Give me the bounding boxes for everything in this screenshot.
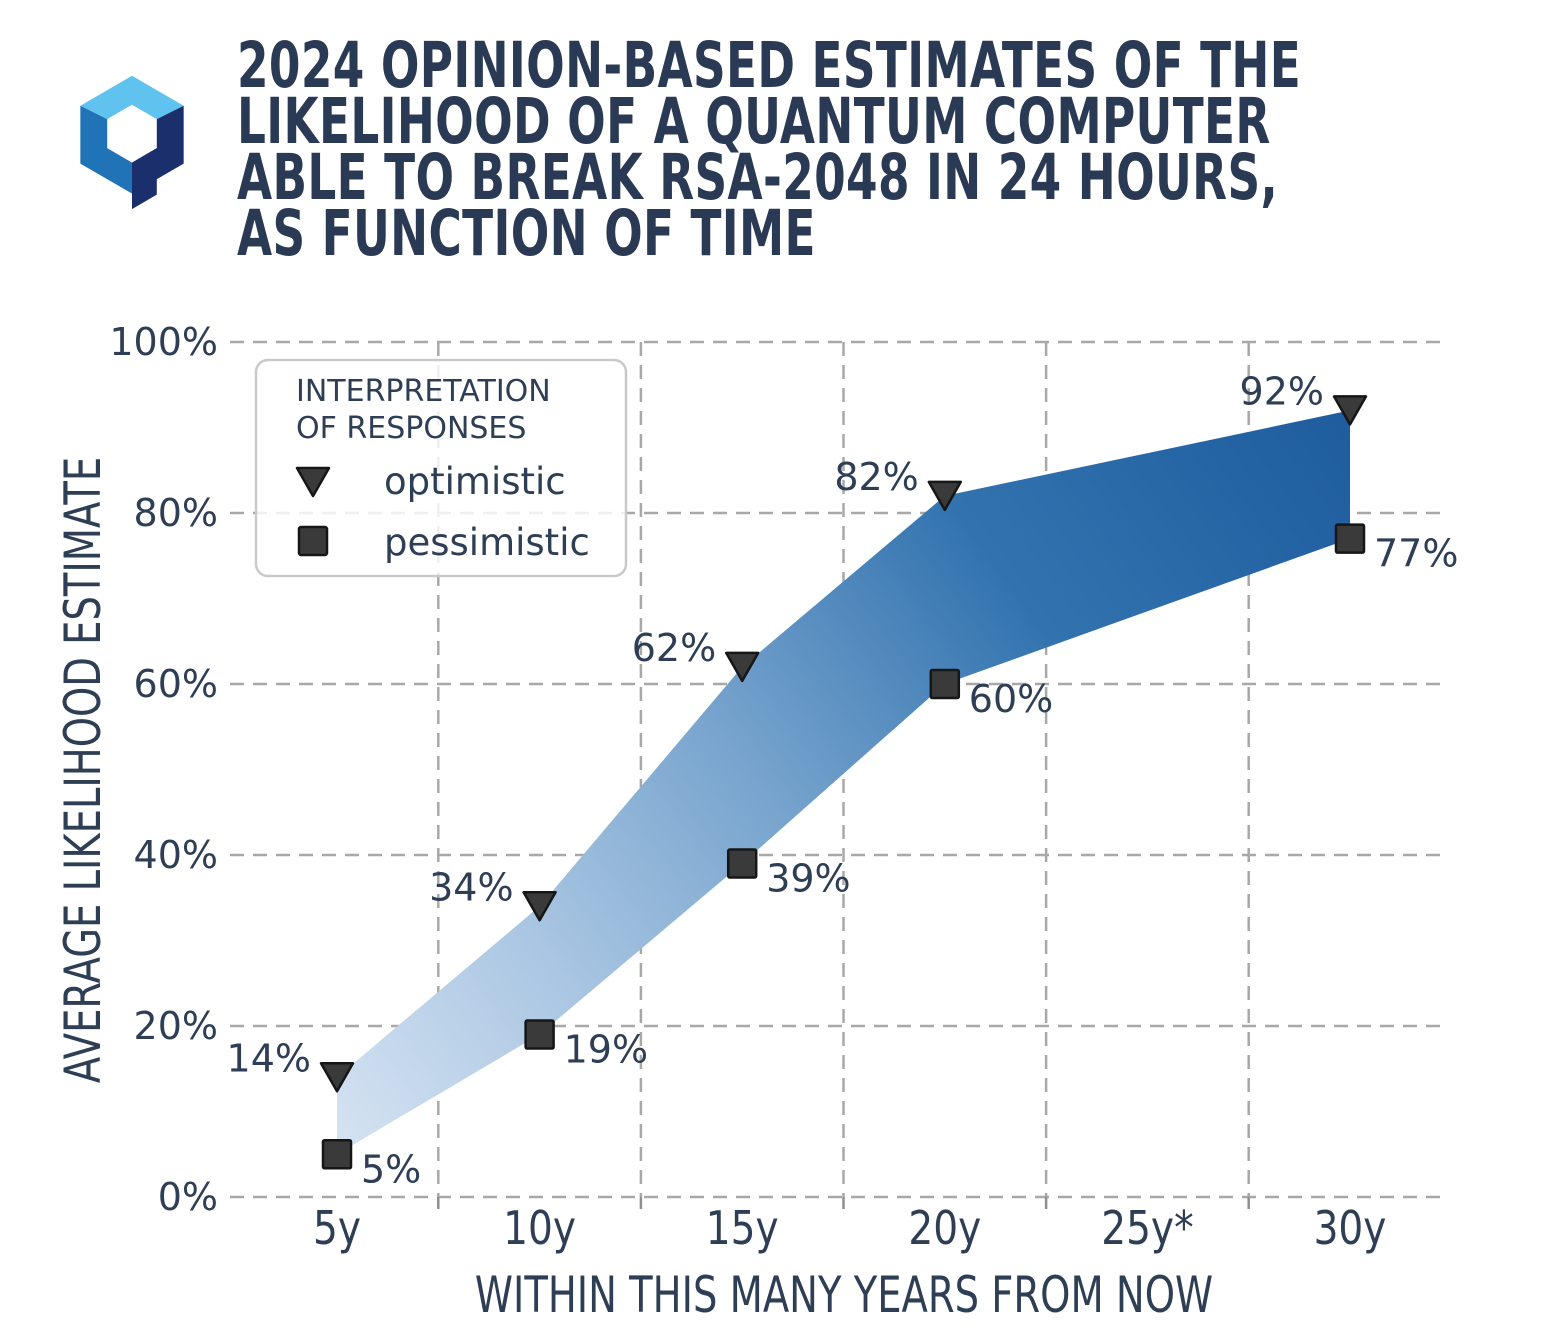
data-point-label: 5% (361, 1147, 421, 1191)
data-point-labels: 14% 34% 62% 82% 92% 5% 19% 39% 60% 77% (227, 369, 1459, 1191)
x-axis-title: WITHIN THIS MANY YEARS FROM NOW (475, 1266, 1213, 1324)
legend-title-line: INTERPRETATION (296, 374, 551, 409)
logo-left-face (80, 105, 132, 194)
data-point-marker-optimistic (927, 480, 963, 512)
chart-title-line: 2024 OPINION-BASED ESTIMATES OF THE (237, 29, 1302, 102)
logo-tail (132, 148, 157, 210)
y-axis-tick-labels: 0% 20% 40% 60% 80% 100% (109, 320, 218, 1219)
data-point-marker-optimistic (522, 891, 557, 922)
x-axis-tick-marks (437, 1197, 1250, 1209)
logo-top-face (80, 75, 184, 120)
legend-optimistic-triangle-icon (295, 466, 331, 498)
data-point-marker-pessimistic (726, 848, 758, 879)
y-axis-title: AVERAGE LIKELIHOOD ESTIMATE (54, 457, 112, 1083)
legend: INTERPRETATION OF RESPONSES optimistic p… (254, 358, 628, 578)
chart-title: 2024 OPINION-BASED ESTIMATES OF THE LIKE… (237, 29, 1302, 270)
data-point-marker-optimistic (319, 1062, 355, 1093)
data-point-label: 92% (1240, 369, 1324, 413)
chart-title-line: AS FUNCTION OF TIME (237, 197, 816, 270)
y-tick-label: 60% (134, 662, 218, 706)
legend-item-pessimistic: pessimistic (384, 521, 590, 564)
x-axis-tick-labels: 5y 10y 15y 20y 25y* 30y (313, 1202, 1386, 1256)
legend-item-optimistic: optimistic (384, 460, 566, 503)
data-point-marker-pessimistic (1334, 523, 1366, 554)
y-tick-label: 20% (134, 1004, 218, 1048)
legend-pessimistic-square-icon (297, 525, 329, 557)
data-point-label: 34% (429, 865, 513, 909)
y-tick-label: 0% (158, 1175, 218, 1219)
y-tick-label: 80% (134, 491, 218, 535)
data-point-marker-pessimistic (524, 1019, 555, 1050)
y-tick-label: 40% (134, 833, 218, 877)
data-point-label: 39% (766, 857, 850, 901)
data-point-label: 60% (969, 677, 1053, 721)
x-tick-label: 30y (1314, 1202, 1387, 1256)
estimate-range-band (337, 410, 1350, 1155)
data-point-marker-pessimistic (321, 1139, 353, 1170)
x-tick-label: 5y (313, 1202, 361, 1256)
x-tick-label: 15y (706, 1202, 779, 1256)
company-logo (80, 75, 184, 210)
x-tick-label: 10y (503, 1202, 576, 1256)
data-point-marker-optimistic (724, 651, 760, 683)
chart-title-line: LIKELIHOOD OF A QUANTUM COMPUTER (237, 85, 1271, 158)
x-tick-label: 25y* (1101, 1202, 1193, 1256)
y-tick-label: 100% (109, 320, 218, 364)
data-point-marker-optimistic (1332, 395, 1368, 426)
legend-box (254, 358, 628, 578)
data-point-label: 19% (564, 1028, 648, 1072)
legend-title-line: OF RESPONSES (296, 411, 526, 446)
data-point-marker-pessimistic (929, 668, 961, 700)
data-point-label: 14% (227, 1036, 311, 1080)
data-point-label: 77% (1374, 532, 1458, 576)
data-point-label: 62% (632, 626, 716, 670)
data-point-markers (319, 395, 1368, 1170)
data-point-label: 82% (834, 455, 918, 499)
chart-title-line: ABLE TO BREAK RSA-2048 IN 24 HOURS, (237, 141, 1279, 214)
x-tick-label: 20y (908, 1202, 981, 1256)
header: 2024 OPINION-BASED ESTIMATES OF THE LIKE… (0, 0, 1548, 300)
